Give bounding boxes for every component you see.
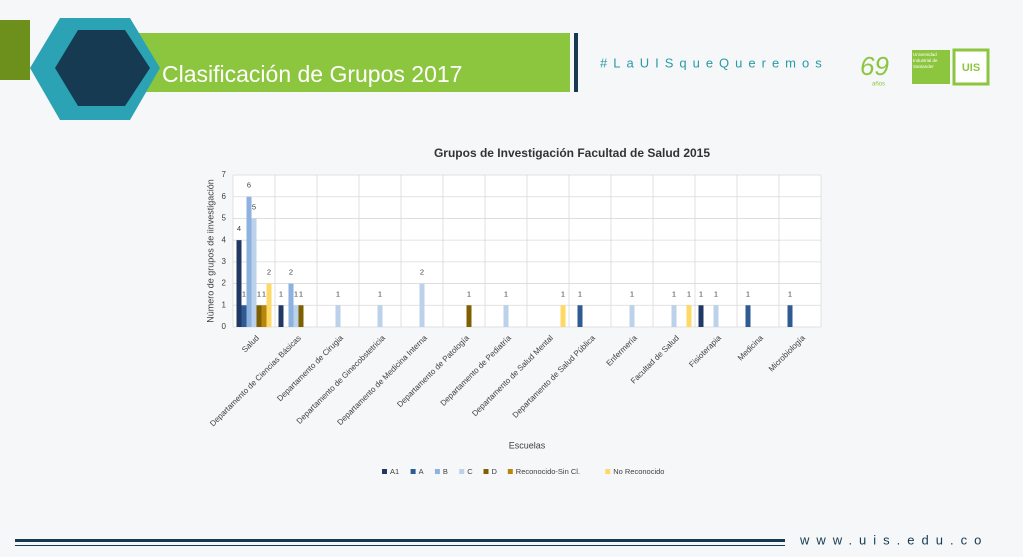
bar — [503, 305, 509, 327]
value-label: 1 — [279, 289, 283, 298]
value-label: 1 — [504, 289, 508, 298]
value-label: 1 — [699, 289, 703, 298]
y-tick-label: 1 — [222, 300, 227, 309]
footer-line-thin — [15, 545, 785, 546]
value-label: 2 — [289, 268, 293, 277]
y-axis-label: Número de grupos de iinvestigación — [205, 179, 215, 323]
footer-line — [15, 539, 785, 542]
bar — [698, 305, 704, 327]
value-label: 1 — [262, 289, 266, 298]
value-label: 1 — [294, 289, 298, 298]
legend-swatch — [507, 469, 513, 474]
bar — [787, 305, 793, 327]
chart-title: Grupos de Investigación Facultad de Salu… — [434, 146, 710, 160]
y-tick-label: 3 — [222, 257, 227, 266]
x-axis-label: Escuelas — [509, 440, 546, 450]
y-tick-label: 0 — [222, 322, 227, 331]
bar — [236, 240, 242, 327]
value-label: 1 — [257, 289, 261, 298]
y-tick-label: 7 — [222, 170, 227, 179]
y-tick-label: 2 — [222, 279, 227, 288]
header-accent — [0, 20, 30, 80]
value-label: 2 — [267, 268, 271, 277]
bar — [293, 305, 299, 327]
value-label: 1 — [672, 289, 676, 298]
bar — [288, 283, 294, 327]
bar — [377, 305, 383, 327]
value-label: 5 — [252, 202, 256, 211]
bar — [241, 305, 247, 327]
hashtag: #LaUISqueQueremos — [600, 55, 828, 70]
value-label: 1 — [687, 289, 691, 298]
legend-label: A — [419, 467, 424, 476]
legend-label: A1 — [390, 467, 399, 476]
bar — [419, 283, 425, 327]
bar — [261, 305, 267, 327]
value-label: 2 — [420, 268, 424, 277]
logo-number: 69 — [860, 51, 889, 81]
legend-label: D — [492, 467, 498, 476]
footer-url: www.uis.edu.co — [799, 532, 988, 547]
divider — [574, 33, 578, 92]
legend-swatch — [605, 469, 611, 474]
logo-university: Universidad Industrial de Santander — [913, 52, 938, 69]
value-label: 1 — [299, 289, 303, 298]
legend-label: Reconocido-Sin Cl. — [516, 467, 580, 476]
bar — [266, 283, 272, 327]
bar — [671, 305, 677, 327]
legend-swatch — [459, 469, 465, 474]
value-label: 1 — [578, 289, 582, 298]
legend-swatch — [382, 469, 387, 474]
legend-label: B — [443, 467, 448, 476]
bar — [713, 305, 719, 327]
header-bar — [130, 33, 570, 92]
bar — [629, 305, 635, 327]
value-label: 1 — [467, 289, 471, 298]
value-label: 1 — [746, 289, 750, 298]
value-label: 6 — [247, 181, 251, 190]
bar — [278, 305, 284, 327]
value-label: 4 — [237, 224, 241, 233]
legend-label: C — [467, 467, 473, 476]
bar — [577, 305, 583, 327]
bar — [466, 305, 472, 327]
value-label: 1 — [714, 289, 718, 298]
bar — [745, 305, 751, 327]
value-label: 1 — [561, 289, 565, 298]
bar — [251, 218, 257, 327]
y-tick-label: 4 — [222, 235, 227, 244]
legend-swatch — [434, 469, 440, 474]
logo-mark-box — [952, 48, 990, 86]
legend-label: No Reconocido — [613, 467, 664, 476]
y-tick-label: 6 — [222, 192, 227, 201]
bar — [560, 305, 566, 327]
header-title: Clasificación de Grupos 2017 — [162, 61, 462, 87]
value-label: 1 — [788, 289, 792, 298]
value-label: 1 — [630, 289, 634, 298]
hexagon — [55, 30, 150, 106]
logo-box — [912, 50, 950, 84]
y-tick-label: 5 — [222, 214, 227, 223]
bar — [335, 305, 341, 327]
bar — [256, 305, 262, 327]
legend-swatch — [410, 469, 416, 474]
bar — [298, 305, 304, 327]
legend-swatch — [483, 469, 489, 474]
bar — [246, 196, 252, 327]
value-label: 1 — [242, 289, 246, 298]
logo-mark: UIS — [962, 62, 980, 74]
logo-university-box: Universidad Industrial de Santander — [913, 52, 938, 69]
bar — [686, 305, 692, 327]
value-label: 1 — [336, 289, 340, 298]
logo-years: años — [872, 82, 885, 88]
value-label: 1 — [378, 289, 382, 298]
